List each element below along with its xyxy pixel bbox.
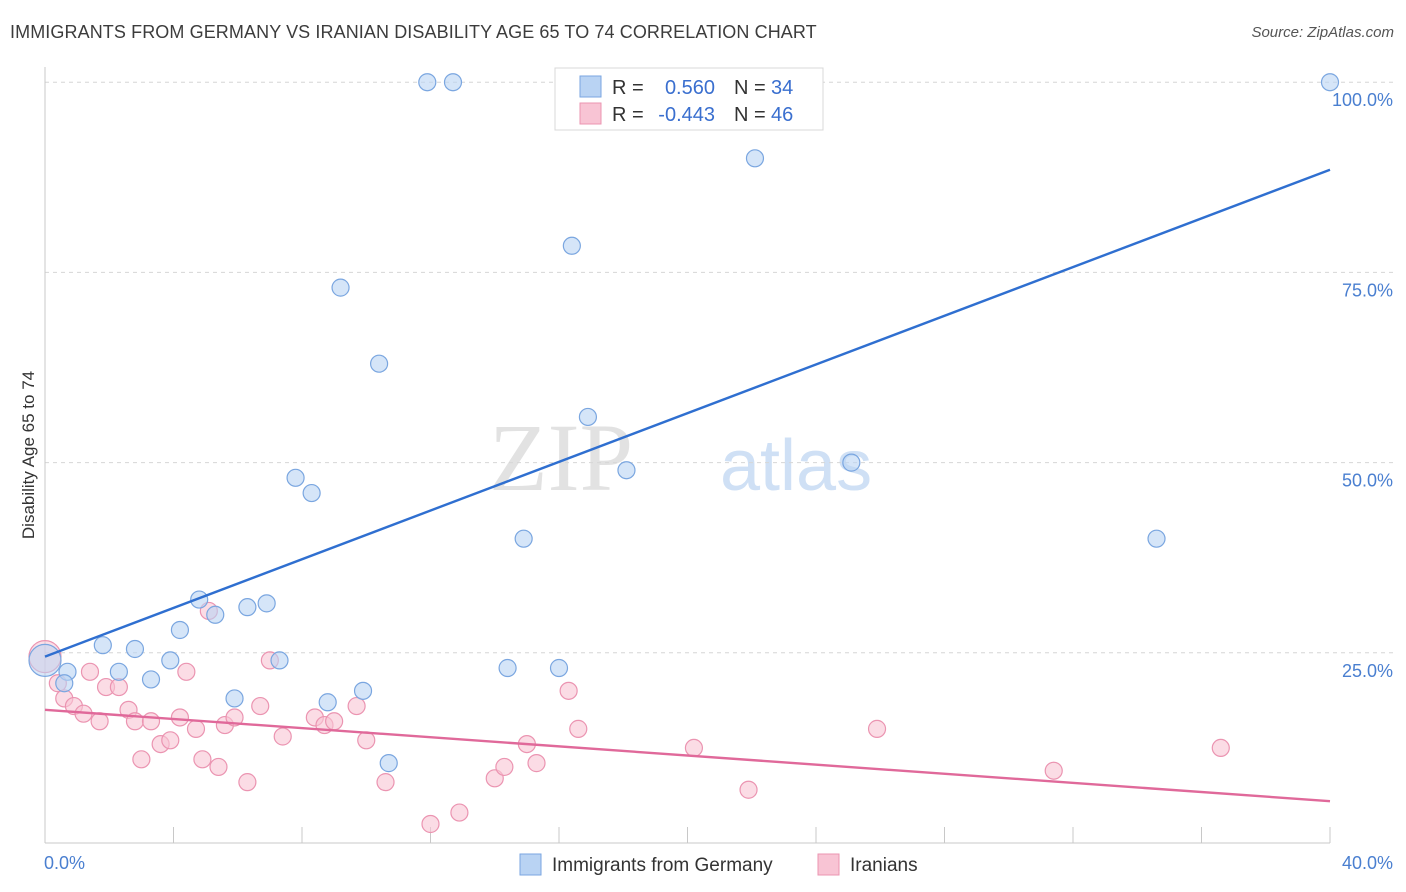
iranians-trend-line bbox=[44, 708, 1331, 803]
chart-title: IMMIGRANTS FROM GERMANY VS IRANIAN DISAB… bbox=[10, 22, 817, 42]
y-axis-label: Disability Age 65 to 74 bbox=[19, 371, 38, 539]
germany-point bbox=[93, 636, 112, 655]
iranians-point bbox=[450, 803, 469, 822]
germany-point bbox=[443, 73, 463, 92]
germany-point bbox=[353, 681, 373, 700]
germany-point bbox=[379, 754, 398, 773]
germany-point bbox=[418, 73, 437, 92]
germany-point bbox=[286, 468, 305, 487]
germany-point bbox=[842, 453, 861, 472]
germany-point bbox=[498, 658, 517, 678]
iranians-point bbox=[347, 696, 366, 716]
gridlines bbox=[45, 81, 1395, 654]
iranians-point bbox=[238, 773, 257, 792]
correlation-legend: R = 0.560 N = 34 R = -0.443 N = 46 bbox=[554, 67, 824, 131]
iranians-point bbox=[1211, 738, 1230, 758]
trend-lines bbox=[44, 168, 1331, 803]
iranians-point bbox=[225, 708, 244, 727]
iranians-point bbox=[569, 719, 588, 738]
germany-points bbox=[28, 73, 1340, 773]
iranians-point bbox=[527, 754, 546, 773]
iranians-point bbox=[170, 708, 190, 727]
iranians-point bbox=[421, 814, 440, 834]
iranians-point bbox=[739, 780, 758, 799]
iranians-point bbox=[132, 750, 151, 769]
watermark-zip: ZIP bbox=[489, 404, 633, 511]
germany-point bbox=[331, 278, 350, 297]
germany-point bbox=[206, 605, 225, 624]
germany-point bbox=[514, 529, 533, 548]
germany-point bbox=[318, 693, 337, 712]
iranians-point bbox=[141, 712, 161, 731]
iranians-point bbox=[109, 677, 128, 697]
x-tick-label: 0.0% bbox=[44, 853, 85, 873]
germany-trend-line bbox=[44, 168, 1331, 658]
legend-swatch-blue bbox=[579, 75, 602, 98]
legend-r-value-2: -0.443 bbox=[658, 104, 715, 126]
germany-point bbox=[28, 643, 62, 678]
axes bbox=[44, 67, 1330, 844]
legend-r-label-2: R = bbox=[612, 104, 644, 126]
germany-point bbox=[617, 461, 636, 480]
germany-point bbox=[370, 354, 389, 373]
iranians-point bbox=[186, 719, 206, 738]
legend-n-value-1: 34 bbox=[771, 77, 793, 99]
series-label-iranians: Iranians bbox=[850, 855, 918, 876]
iranians-point bbox=[80, 662, 100, 681]
germany-point bbox=[745, 149, 765, 168]
germany-point bbox=[1320, 73, 1340, 92]
iranians-point bbox=[559, 681, 578, 700]
iranians-point bbox=[867, 719, 887, 738]
legend-n-label-1: N = bbox=[734, 77, 766, 99]
iranians-point bbox=[495, 757, 514, 777]
germany-point bbox=[170, 620, 190, 640]
germany-point bbox=[125, 639, 145, 659]
iranians-point bbox=[376, 773, 395, 792]
legend-r-value-1: 0.560 bbox=[665, 77, 715, 99]
series-label-germany: Immigrants from Germany bbox=[552, 855, 773, 876]
germany-point bbox=[302, 483, 321, 503]
germany-point bbox=[109, 662, 128, 681]
legend-n-label-2: N = bbox=[734, 104, 766, 126]
y-tick-label: 50.0% bbox=[1342, 471, 1393, 491]
x-tick-label: 40.0% bbox=[1342, 853, 1393, 873]
germany-point bbox=[141, 670, 161, 689]
iranians-point bbox=[161, 731, 180, 750]
y-tick-label: 25.0% bbox=[1342, 661, 1393, 681]
germany-point bbox=[257, 594, 276, 613]
chart-source: Source: ZipAtlas.com bbox=[1251, 24, 1394, 41]
iranians-point bbox=[273, 727, 292, 746]
germany-point bbox=[55, 674, 74, 693]
y-tick-label: 75.0% bbox=[1342, 280, 1393, 300]
iranians-point bbox=[325, 712, 344, 731]
germany-point bbox=[1147, 529, 1166, 548]
iranians-point bbox=[684, 738, 704, 758]
iranians-point bbox=[251, 696, 270, 716]
germany-point bbox=[578, 407, 598, 427]
germany-point bbox=[270, 651, 289, 670]
iranians-point bbox=[1044, 761, 1063, 780]
legend-n-value-2: 46 bbox=[771, 104, 793, 126]
iranians-point bbox=[193, 750, 212, 769]
series-swatch-germany bbox=[519, 853, 542, 876]
germany-point bbox=[161, 651, 180, 670]
iranians-point bbox=[209, 757, 228, 777]
y-tick-label: 100.0% bbox=[1332, 90, 1393, 110]
germany-point bbox=[225, 689, 244, 708]
legend-swatch-pink bbox=[579, 102, 602, 125]
legend-r-label-1: R = bbox=[612, 77, 644, 99]
germany-point bbox=[549, 658, 569, 678]
germany-point bbox=[238, 598, 257, 617]
axis-ticks: 25.0% 50.0% 75.0% 100.0% 0.0% 40.0% bbox=[44, 90, 1393, 873]
series-swatch-iranians bbox=[817, 853, 840, 876]
iranians-points bbox=[28, 601, 1230, 834]
germany-point bbox=[562, 236, 581, 255]
series-legend: Immigrants from Germany Iranians bbox=[519, 853, 918, 876]
iranians-point bbox=[357, 731, 376, 750]
iranians-point bbox=[177, 662, 196, 681]
